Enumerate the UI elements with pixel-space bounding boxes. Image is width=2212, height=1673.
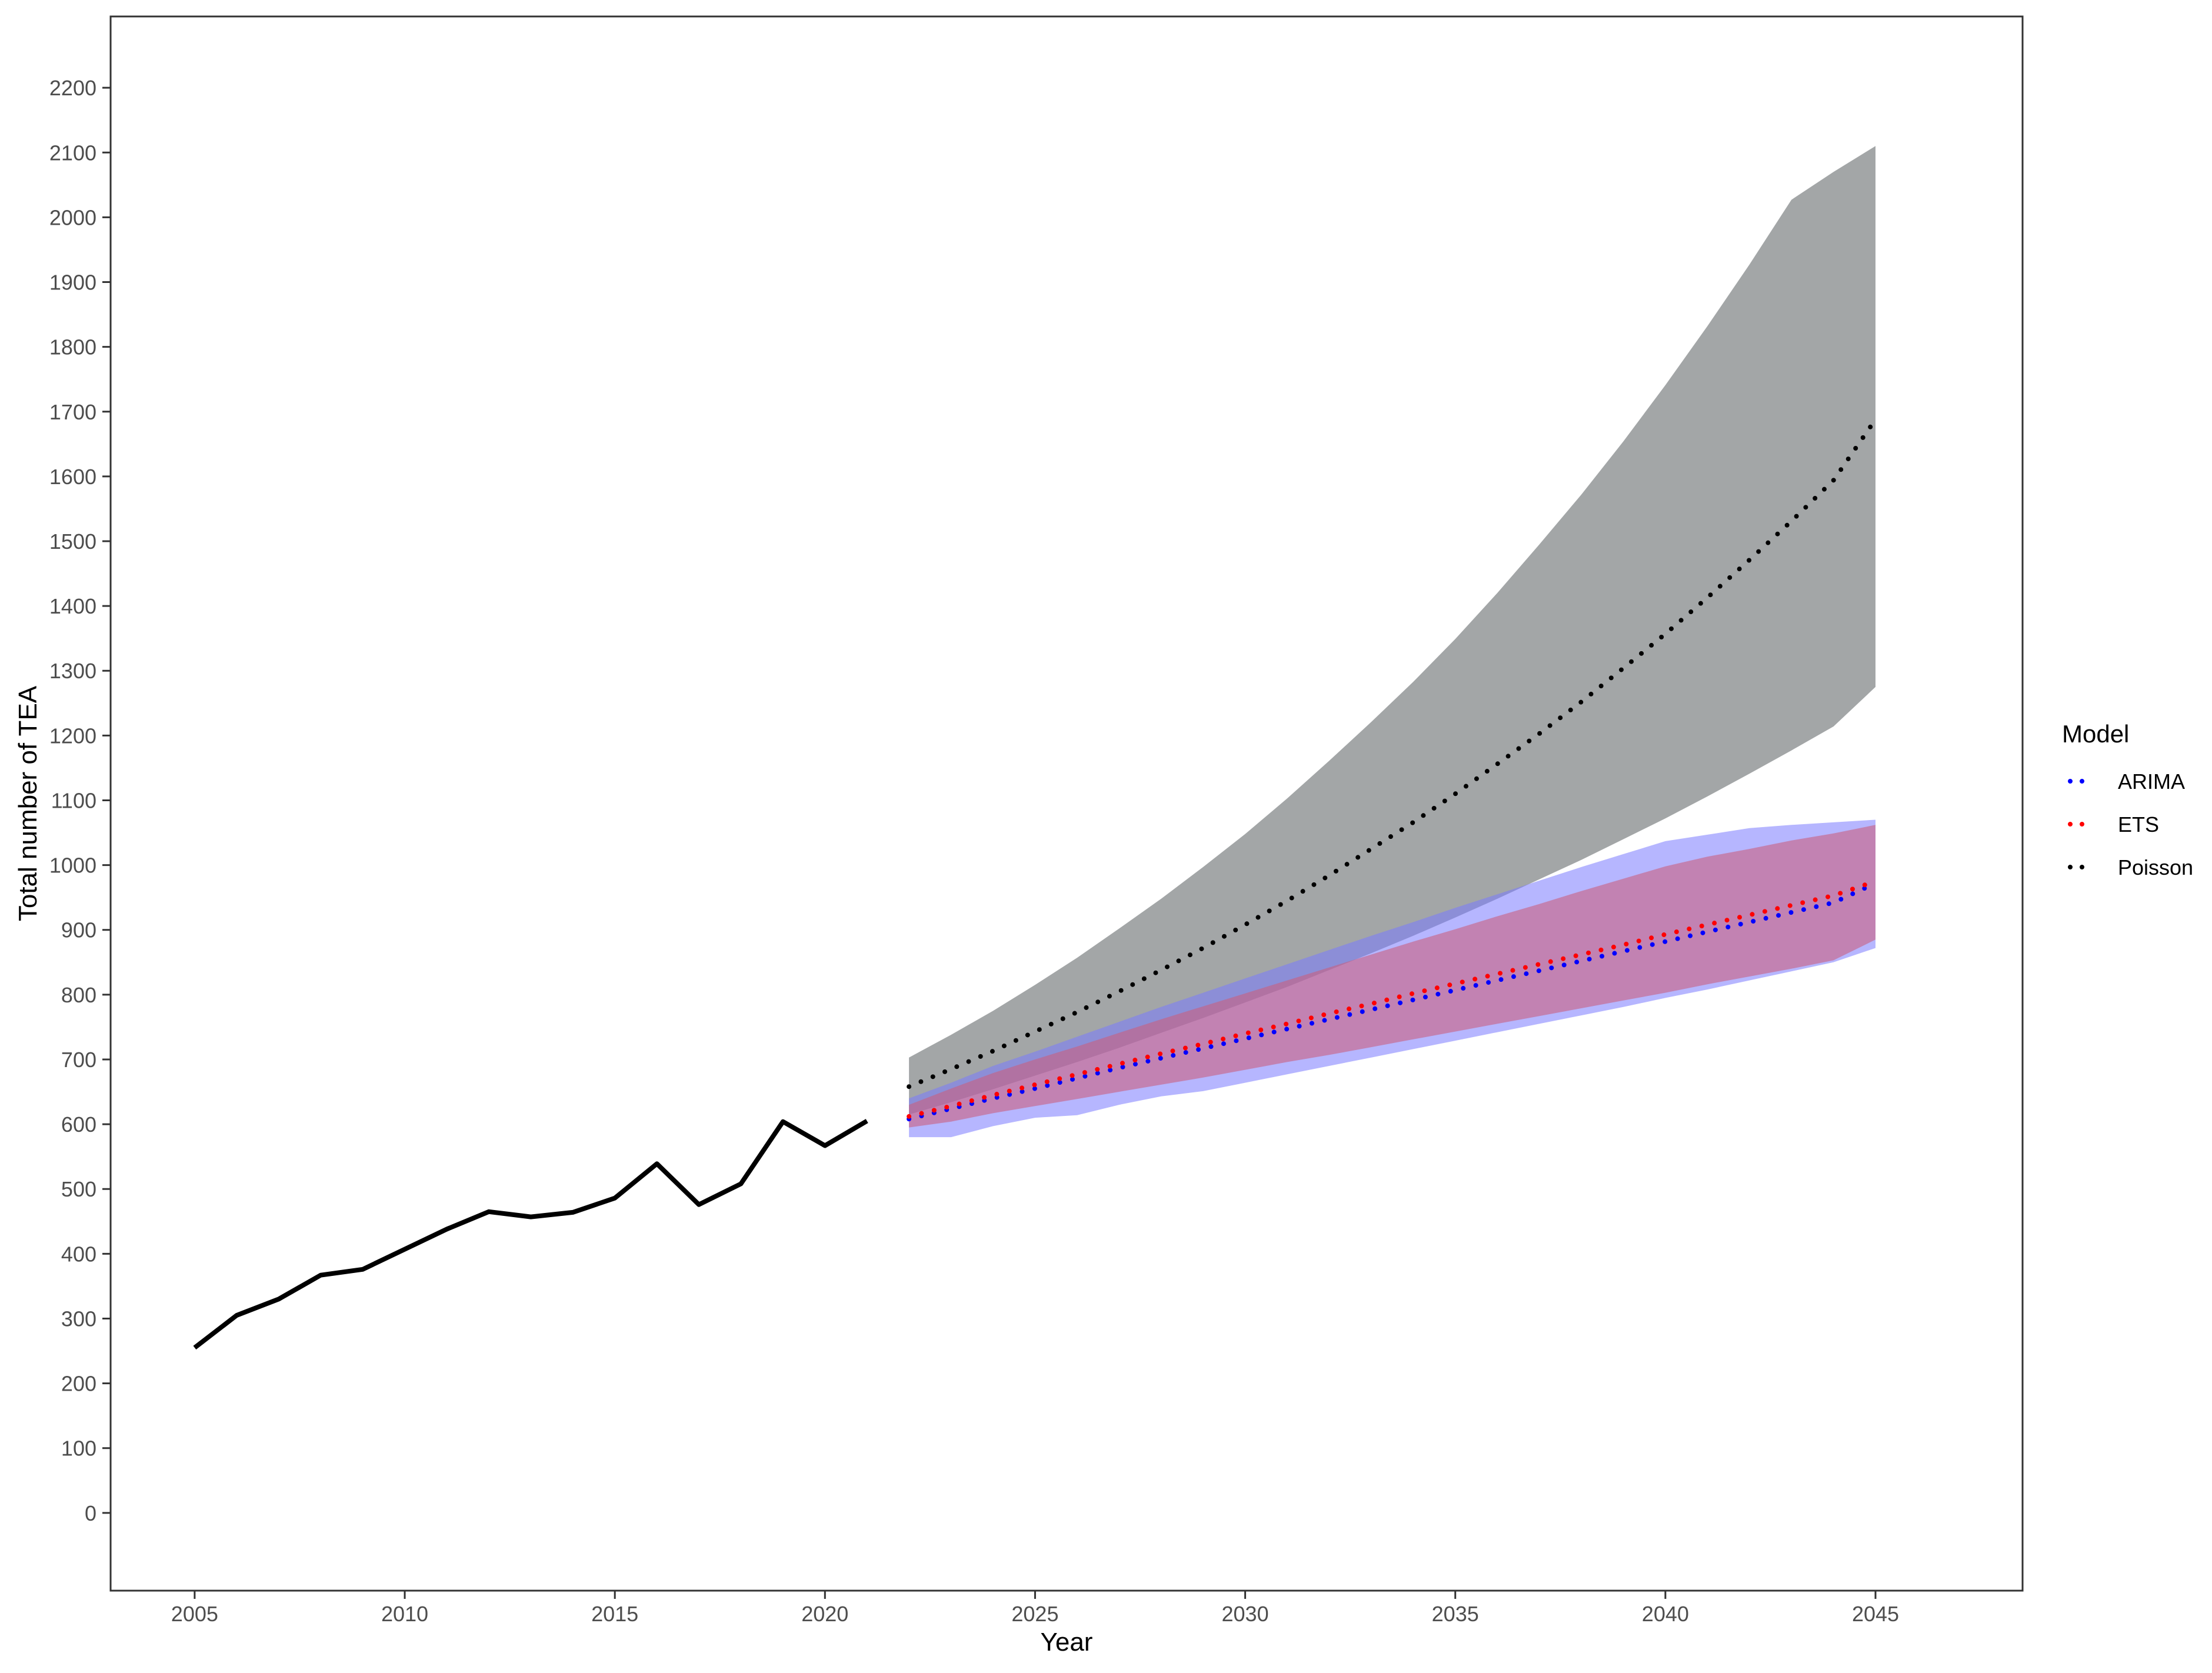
y-tick-label: 0: [85, 1501, 96, 1525]
x-tick-label: 2005: [171, 1602, 218, 1626]
legend-item-arima: ARIMA: [2068, 769, 2185, 794]
y-tick-label: 500: [61, 1177, 96, 1201]
observed-line: [193, 1119, 868, 1350]
x-tick-label: 2020: [801, 1602, 848, 1626]
y-tick-label: 1900: [49, 271, 96, 295]
y-tick-label: 300: [61, 1307, 96, 1331]
y-tick-label: 1500: [49, 529, 96, 554]
y-tick-label: 1100: [51, 788, 96, 812]
y-tick-label: 2100: [49, 141, 96, 165]
y-tick-label: 600: [61, 1112, 96, 1137]
y-axis-title: Total number of TEA: [14, 685, 42, 921]
x-axis-title: Year: [1041, 1628, 1093, 1657]
y-tick-label: 900: [61, 918, 96, 942]
x-tick-label: 2025: [1011, 1602, 1058, 1626]
x-tick-label: 2030: [1222, 1602, 1269, 1626]
plot-panel: [109, 15, 2024, 1592]
arima-forecast-line: [907, 881, 1878, 1122]
legend-item-poisson: Poisson: [2068, 855, 2193, 879]
y-tick-label: 1000: [49, 854, 96, 878]
x-tick-label: 2040: [1642, 1602, 1689, 1626]
forecast-lines: [907, 417, 1878, 1122]
y-tick-label: 2000: [49, 205, 96, 229]
legend-label: Poisson: [2118, 855, 2193, 879]
x-tick-label: 2045: [1852, 1602, 1899, 1626]
legend-label: ARIMA: [2118, 769, 2185, 794]
y-tick-label: 1400: [49, 594, 96, 618]
poisson-forecast-line: [907, 417, 1878, 1089]
y-tick-label: 1300: [49, 659, 96, 683]
y-tick-label: 1700: [49, 400, 96, 424]
ets-forecast-line: [907, 879, 1878, 1119]
y-tick-label: 400: [61, 1242, 96, 1266]
legend-title: Model: [2062, 720, 2129, 748]
y-tick-label: 1600: [49, 465, 96, 489]
x-axis: 2005 2010 2015 2020 2025 2030 2035 2040 2045: [171, 1591, 1899, 1626]
y-tick-label: 100: [61, 1437, 96, 1461]
ets-interval-band: [909, 825, 1875, 1128]
observed-series: [193, 1119, 868, 1350]
x-tick-label: 2010: [381, 1602, 428, 1626]
y-axis: 0 100 200 300 400 500 600 700 800 900 1000 1100 1200…: [49, 76, 111, 1525]
x-tick-label: 2035: [1432, 1602, 1479, 1626]
x-tick-label: 2015: [591, 1602, 638, 1626]
y-tick-label: 200: [61, 1372, 96, 1396]
legend-label: ETS: [2118, 812, 2159, 836]
y-tick-label: 2200: [49, 76, 96, 100]
poisson-interval-band: [909, 146, 1875, 1115]
y-tick-label: 800: [61, 983, 96, 1007]
forecast-bands: [909, 146, 1875, 1138]
legend-item-ets: ETS: [2068, 812, 2159, 836]
y-tick-label: 1800: [49, 335, 96, 359]
y-tick-label: 1200: [49, 724, 96, 748]
y-tick-label: 700: [61, 1048, 96, 1072]
legend: Model ARIMA ETS Poisson: [2062, 720, 2193, 879]
